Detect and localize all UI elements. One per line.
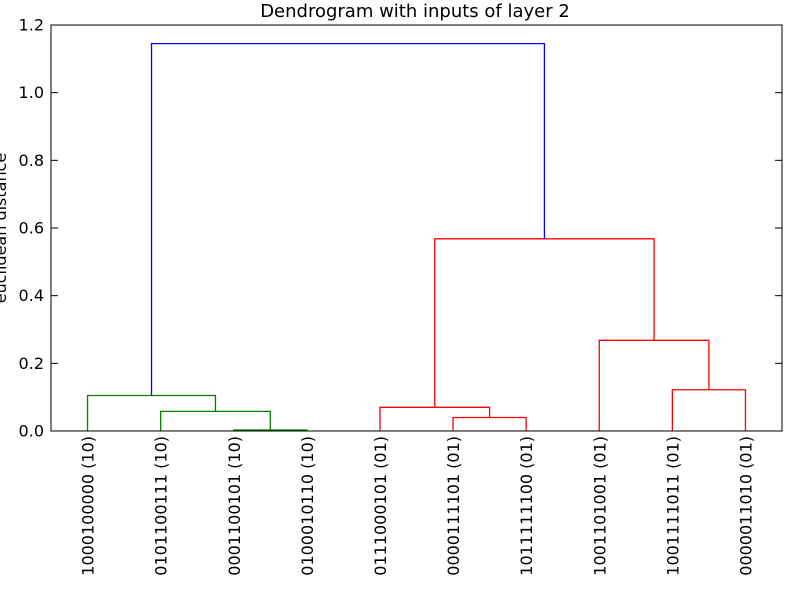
leaf-label-1: 0101100111 (10): [152, 436, 171, 576]
y-tick-label-2: 0.4: [19, 286, 44, 305]
leaf-label-7: 1001101001 (01): [590, 436, 609, 576]
dendrogram-link-7: [434, 238, 655, 408]
y-tick-label-3: 0.6: [19, 219, 44, 238]
dendrogram-link-1: [160, 410, 271, 431]
leaf-label-2: 0001100101 (10): [225, 436, 244, 576]
dendrogram-link-2: [86, 394, 217, 431]
x-axis-leaf-labels: 1000100000 (10) 0101100111 (10) 0001100101…: [79, 436, 756, 576]
y-tick-label-4: 0.8: [19, 151, 44, 170]
y-tick-label-6: 1.2: [19, 16, 44, 35]
chart-title: Dendrogram with inputs of layer 2: [260, 1, 570, 22]
y-axis-ticks: 0.0 0.2 0.4 0.6 0.8 1.0 1.2: [19, 16, 782, 441]
leaf-label-8: 1001111011 (01): [663, 436, 682, 576]
leaf-label-6: 1011111100 (01): [517, 436, 536, 576]
chart-axes: [50, 24, 783, 432]
dendrogram-link-3: [452, 416, 527, 431]
y-tick-label-5: 1.0: [19, 83, 44, 102]
leaf-label-3: 0100010110 (10): [298, 436, 317, 576]
dendrogram-link-4: [379, 406, 491, 431]
leaf-label-5: 0000111101 (01): [444, 436, 463, 576]
leaf-label-4: 0111000101 (01): [371, 436, 390, 576]
plot-frame: [50, 24, 783, 432]
y-tick-label-1: 0.2: [19, 354, 44, 373]
leaf-label-9: 0000011010 (01): [736, 436, 755, 576]
leaf-label-0: 1000100000 (10): [79, 436, 98, 576]
dendrogram-link-8: [150, 42, 546, 396]
dendrogram-link-5: [671, 389, 747, 431]
y-tick-label-0: 0.0: [19, 422, 44, 441]
dendrogram-link-6: [598, 339, 710, 431]
y-axis-label: euclidean distance: [0, 153, 10, 304]
dendrogram-links: [86, 42, 747, 431]
